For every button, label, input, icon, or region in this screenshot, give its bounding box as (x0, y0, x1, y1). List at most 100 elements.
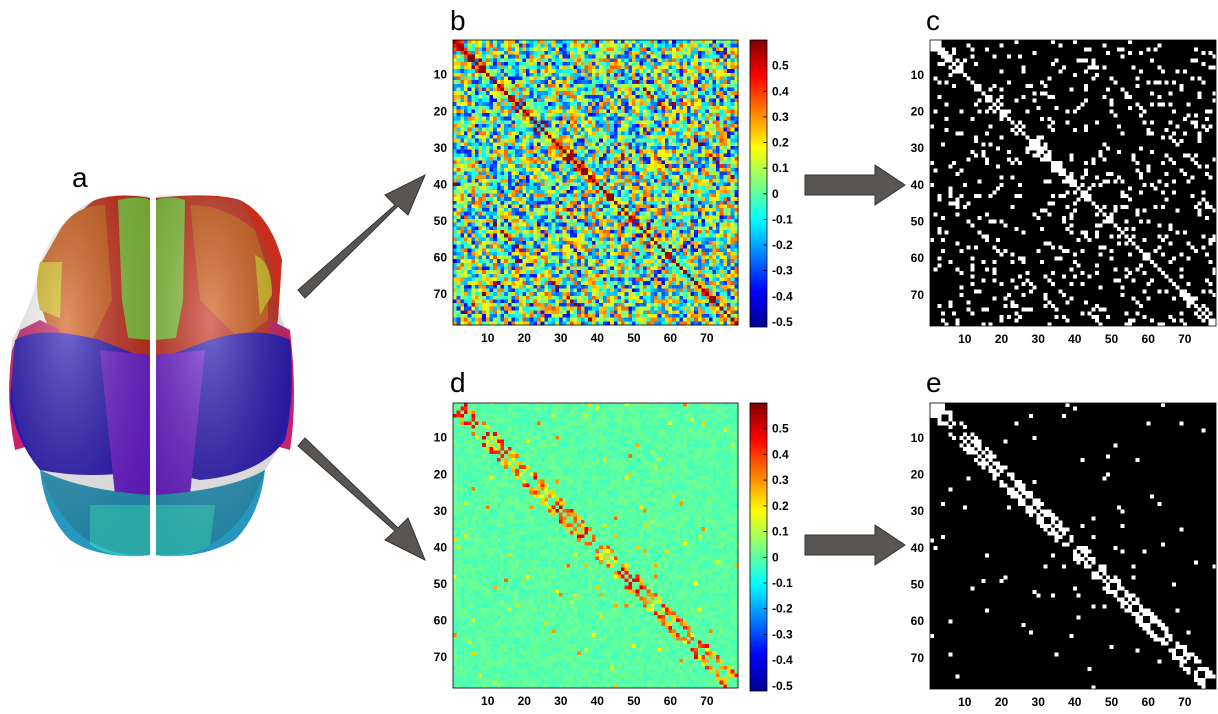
matrix-cell (493, 204, 498, 209)
matrix-cell (708, 222, 713, 227)
matrix-cell (478, 83, 483, 88)
matrix-cell (675, 200, 680, 205)
matrix-cell (584, 251, 589, 256)
matrix-cell (712, 40, 717, 44)
matrix-cell (690, 80, 695, 85)
matrix-cell (683, 164, 688, 169)
matrix-cell (668, 171, 673, 176)
matrix-cell (573, 211, 578, 216)
matrix-cell (617, 138, 622, 143)
matrix-cell (562, 61, 567, 66)
matrix-cell (599, 153, 604, 158)
matrix-cell (518, 164, 523, 169)
matrix-cell (602, 226, 607, 231)
matrix-cell (712, 208, 717, 213)
matrix-cell (526, 156, 531, 161)
matrix-cell (657, 120, 662, 125)
matrix-cell (540, 244, 545, 249)
matrix-cell (712, 230, 717, 234)
matrix-cell (522, 193, 527, 198)
matrix-cell (734, 189, 739, 194)
matrix-cell (511, 138, 516, 143)
matrix-cell (474, 43, 479, 48)
matrix-cell (562, 58, 567, 63)
matrix-cell (493, 80, 498, 85)
matrix-cell (474, 91, 479, 96)
matrix-cell (591, 153, 596, 158)
matrix-cell (529, 131, 534, 136)
matrix-cell (471, 186, 476, 191)
matrix-cell (635, 80, 640, 85)
matrix-cell (580, 135, 585, 139)
matrix-cell (566, 226, 571, 231)
matrix-cell (522, 145, 527, 150)
matrix-cell (701, 204, 706, 209)
matrix-cell (690, 251, 695, 256)
matrix-cell (529, 270, 534, 275)
matrix-cell (719, 69, 724, 74)
matrix-cell (617, 167, 622, 172)
matrix-cell (679, 178, 684, 183)
matrix-cell (544, 182, 549, 187)
matrix-cell (606, 47, 611, 52)
matrix-cell (493, 65, 498, 70)
matrix-cell (675, 109, 680, 114)
matrix-cell (664, 244, 669, 249)
matrix-cell (537, 171, 541, 176)
matrix-cell (456, 244, 461, 249)
matrix-cell (712, 61, 717, 66)
matrix-cell (672, 160, 677, 165)
matrix-cell (540, 43, 545, 48)
matrix-cell (610, 113, 615, 118)
matrix-cell (650, 50, 655, 55)
matrix-cell (646, 102, 651, 107)
matrix-cell (500, 160, 505, 165)
matrix-cell (675, 219, 680, 223)
matrix-cell (643, 167, 647, 172)
matrix-cell (485, 222, 490, 227)
matrix-cell (474, 193, 479, 198)
matrix-cell (460, 262, 465, 267)
matrix-cell (489, 237, 494, 242)
matrix-cell (533, 230, 538, 234)
matrix-cell (705, 138, 710, 143)
matrix-cell (705, 237, 710, 242)
matrix-cell (697, 109, 702, 114)
matrix-cell (569, 127, 574, 132)
matrix-cell (624, 47, 629, 52)
matrix-cell (569, 240, 574, 245)
matrix-cell (624, 251, 629, 256)
matrix-cell (537, 76, 541, 81)
matrix-cell (551, 171, 556, 176)
matrix-cell (478, 164, 483, 169)
matrix-cell (511, 222, 516, 227)
matrix-cell (595, 222, 600, 227)
matrix-cell (551, 270, 556, 275)
matrix-cell (496, 135, 501, 139)
matrix-cell (533, 83, 538, 88)
matrix-cell (569, 135, 574, 139)
matrix-cell (489, 47, 494, 52)
matrix-cell (705, 182, 710, 187)
matrix-cell (657, 160, 662, 165)
matrix-cell (580, 76, 585, 81)
matrix-cell (712, 47, 717, 52)
matrix-cell (577, 40, 582, 44)
matrix-cell (679, 193, 684, 198)
matrix-cell (664, 98, 669, 103)
matrix-cell (518, 58, 523, 63)
matrix-cell (650, 251, 655, 256)
matrix-cell (595, 109, 600, 114)
matrix-cell (624, 211, 629, 216)
matrix-cell (690, 233, 695, 238)
matrix-cell (697, 204, 702, 209)
matrix-cell (675, 98, 680, 103)
matrix-cell (562, 142, 567, 147)
matrix-cell (548, 102, 552, 107)
matrix-cell (518, 142, 523, 147)
matrix-cell (712, 189, 717, 194)
matrix-cell (500, 145, 505, 150)
matrix-cell (650, 61, 655, 66)
matrix-cell (610, 102, 615, 107)
matrix-cell (595, 105, 600, 110)
